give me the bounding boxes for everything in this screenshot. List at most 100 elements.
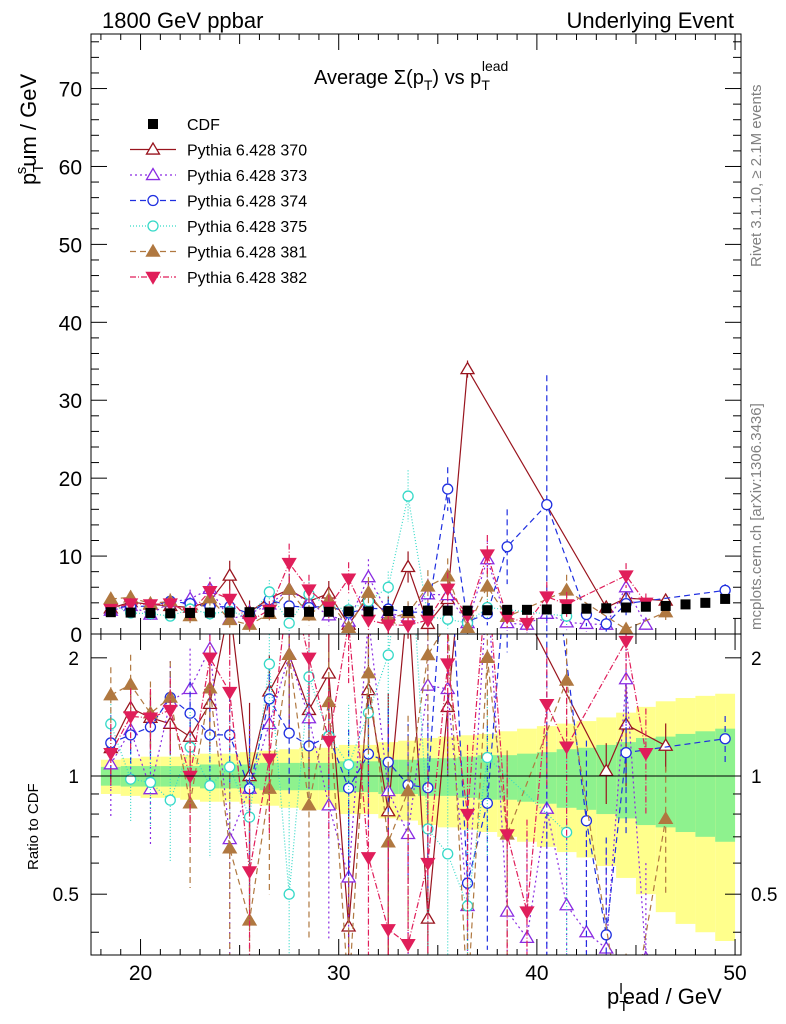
legend-entry: Pythia 6.428 373 xyxy=(130,167,307,185)
cdf-band-inner xyxy=(338,761,359,793)
data-point xyxy=(283,727,295,739)
data-point xyxy=(103,748,119,762)
ratio-series-p375 xyxy=(105,634,573,955)
data-point xyxy=(343,606,354,617)
data-point xyxy=(222,593,238,607)
data-point xyxy=(204,779,216,792)
cdf-band-inner xyxy=(517,753,537,802)
data-point xyxy=(640,601,651,612)
legend-entry: CDF xyxy=(148,117,220,134)
data-point xyxy=(462,605,473,616)
legend-label: Pythia 6.428 382 xyxy=(187,270,307,287)
header-left: 1800 GeV ppbar xyxy=(102,8,263,33)
data-point xyxy=(658,811,674,825)
data-point xyxy=(122,711,139,725)
data-point xyxy=(202,585,218,599)
data-point xyxy=(147,220,159,232)
data-point xyxy=(380,619,396,633)
data-point xyxy=(680,599,691,610)
data-point xyxy=(618,570,634,584)
data-point xyxy=(224,761,236,773)
data-point xyxy=(340,619,357,633)
y-tick-label: 70 xyxy=(59,79,82,102)
data-point xyxy=(598,763,614,777)
y-tick-label: 20 xyxy=(59,468,82,491)
data-point xyxy=(263,693,276,705)
data-point xyxy=(461,495,474,506)
data-point xyxy=(382,581,394,593)
data-point xyxy=(440,583,456,597)
data-point xyxy=(479,650,495,664)
ratio-tick-label-right: 1 xyxy=(751,767,762,788)
data-point xyxy=(600,618,612,630)
ratio-line xyxy=(110,634,667,955)
data-point xyxy=(402,490,414,502)
data-point xyxy=(459,808,476,822)
data-point xyxy=(222,686,238,700)
data-point xyxy=(281,581,297,595)
ratio-line xyxy=(110,634,647,955)
data-point xyxy=(122,598,139,612)
data-point xyxy=(202,652,218,666)
y-tick-label: 50 xyxy=(59,234,82,257)
axes: 20 30 40 50 0 10 20 30 40 50 60 70 0.5 0.5 1 1 2 2 xyxy=(53,33,777,985)
y-tick-label: 30 xyxy=(59,390,82,413)
y-tick-label: 60 xyxy=(59,156,82,179)
legend-entry: Pythia 6.428 370 xyxy=(130,141,307,160)
x-tick-label: 20 xyxy=(129,962,152,985)
data-point xyxy=(558,672,575,686)
data-point xyxy=(363,606,374,617)
data-point xyxy=(643,950,649,955)
data-point xyxy=(162,704,178,718)
data-point xyxy=(658,604,674,618)
data-point xyxy=(103,687,119,701)
data-point xyxy=(103,591,119,605)
data-point xyxy=(461,995,474,1006)
data-point xyxy=(124,773,137,785)
data-point xyxy=(420,857,436,871)
data-point xyxy=(360,614,377,628)
data-point xyxy=(620,746,632,759)
cdf-band-inner xyxy=(576,747,597,810)
data-point xyxy=(360,852,377,866)
ratio-line xyxy=(110,634,666,927)
chart-title: Average Σ(pT) vs pTlead xyxy=(314,58,508,93)
data-point xyxy=(321,735,337,749)
data-point xyxy=(519,906,535,920)
data-point xyxy=(145,141,161,155)
ratio-axis-label: Ratio to CDF xyxy=(25,783,42,870)
data-point xyxy=(561,604,572,615)
cdf-band-inner xyxy=(675,733,696,833)
data-point xyxy=(541,604,552,615)
data-point xyxy=(301,652,317,666)
data-point xyxy=(382,649,394,661)
data-point xyxy=(323,606,334,617)
data-point xyxy=(600,929,612,941)
data-point xyxy=(241,866,258,880)
legend-label: Pythia 6.428 374 xyxy=(187,194,307,211)
data-point xyxy=(638,616,654,630)
ratio-line xyxy=(110,634,726,935)
data-point xyxy=(281,557,297,571)
data-point xyxy=(145,243,161,257)
ratio-tick-label: 1 xyxy=(68,767,79,788)
data-point xyxy=(122,676,139,690)
data-point xyxy=(142,781,159,795)
data-point xyxy=(283,888,295,900)
data-point xyxy=(204,607,215,618)
ratio-series-p382 xyxy=(103,634,654,955)
data-point xyxy=(581,603,592,614)
legend-entry: Pythia 6.428 375 xyxy=(130,219,307,236)
ratio-tick-label-right: 2 xyxy=(751,649,762,670)
series-line xyxy=(110,495,567,625)
ratio-tick-label: 0.5 xyxy=(53,885,79,906)
data-point xyxy=(145,271,161,285)
data-point xyxy=(301,584,317,598)
x-tick-label: 30 xyxy=(327,962,350,985)
data-point xyxy=(442,848,454,860)
data-point xyxy=(263,586,276,598)
data-point xyxy=(261,753,277,767)
series-layer xyxy=(103,360,731,634)
data-point xyxy=(144,776,157,789)
